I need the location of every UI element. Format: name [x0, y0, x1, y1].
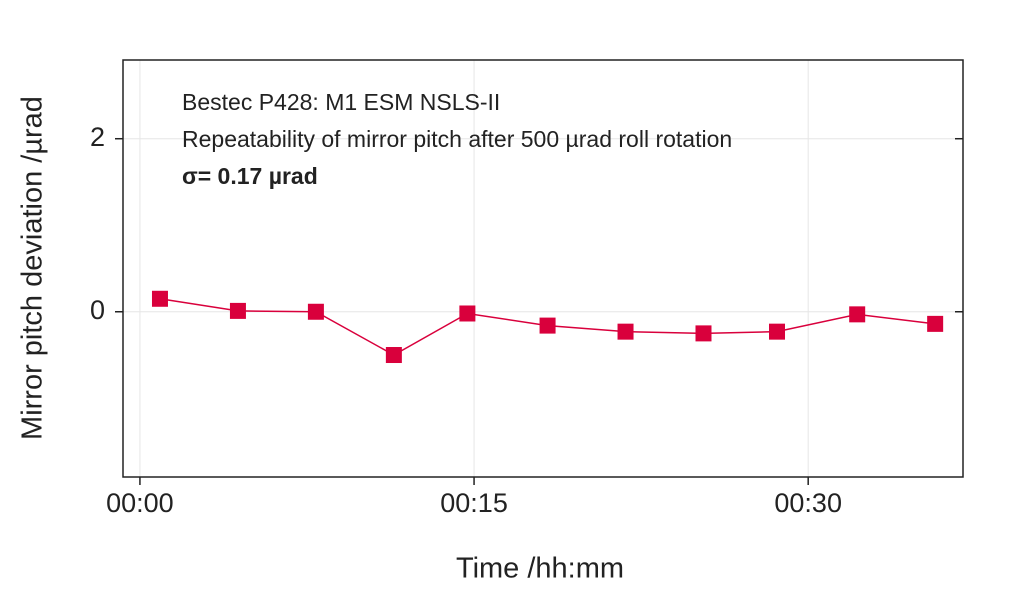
plot-frame — [122, 59, 964, 478]
data-point — [617, 323, 634, 340]
data-point — [539, 317, 556, 334]
data-point — [849, 306, 866, 323]
x-axis-label: Time /hh:mm — [456, 553, 624, 585]
data-point — [307, 303, 324, 320]
y-tick-label: 0 — [90, 295, 105, 325]
x-tick-label: 00:30 — [774, 488, 842, 518]
annotation: σ= 0.17 µrad — [182, 163, 318, 189]
data-point — [459, 305, 476, 322]
data-point — [151, 290, 168, 307]
y-axis-label: Mirror pitch deviation /µrad — [17, 96, 49, 440]
data-point — [229, 302, 246, 319]
data-point — [927, 315, 944, 332]
y-tick-label: 2 — [90, 122, 105, 152]
annotation: Bestec P428: M1 ESM NSLS-II — [182, 89, 500, 115]
x-tick-label: 00:15 — [440, 488, 508, 518]
data-point — [769, 323, 786, 340]
data-point — [385, 347, 402, 364]
annotation: Repeatability of mirror pitch after 500 … — [182, 126, 732, 152]
data-point — [695, 325, 712, 342]
x-tick-label: 00:00 — [106, 488, 174, 518]
